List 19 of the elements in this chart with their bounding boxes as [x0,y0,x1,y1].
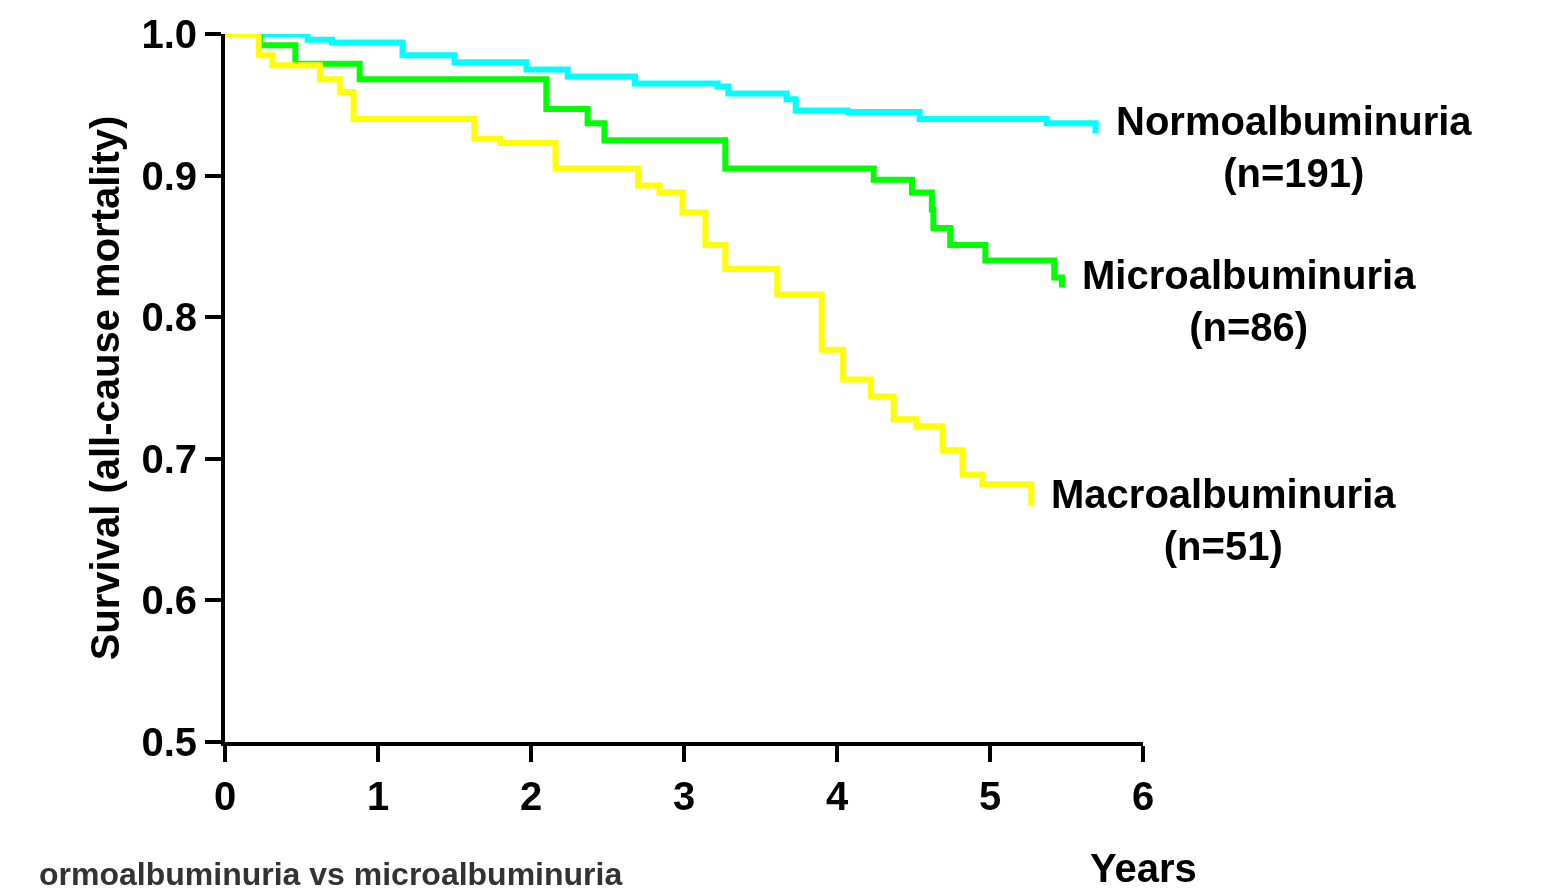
y-tick-label: 0.6 [141,578,197,623]
x-tick-label: 6 [1131,774,1155,818]
x-axis-title: Years [1090,846,1197,890]
series-label: Normoalbuminuria (n=191) [1116,99,1473,195]
y-tick-label: 0.8 [141,295,197,340]
x-tick-label: 1 [366,774,390,818]
series-label: Microalbuminuria (n=86) [1082,253,1417,349]
text: ormoalbuminuria vs microalbuminuria [39,856,623,892]
series-label: Macroalbuminuria (n=51) [1051,472,1397,568]
x-tick-label: 0 [213,774,237,818]
y-tick-label: 0.9 [141,153,197,198]
y-axis-title: Survival (all-cause mortality) [83,115,128,661]
y-tick-label: 1.0 [141,12,197,56]
x-tick-label: 3 [672,774,696,818]
x-tick-label: 2 [519,774,543,818]
y-tick-label: 0.5 [141,720,197,764]
x-tick-label: 4 [825,774,849,818]
y-tick-label: 0.7 [141,436,197,481]
x-tick-label: 5 [978,774,1002,818]
